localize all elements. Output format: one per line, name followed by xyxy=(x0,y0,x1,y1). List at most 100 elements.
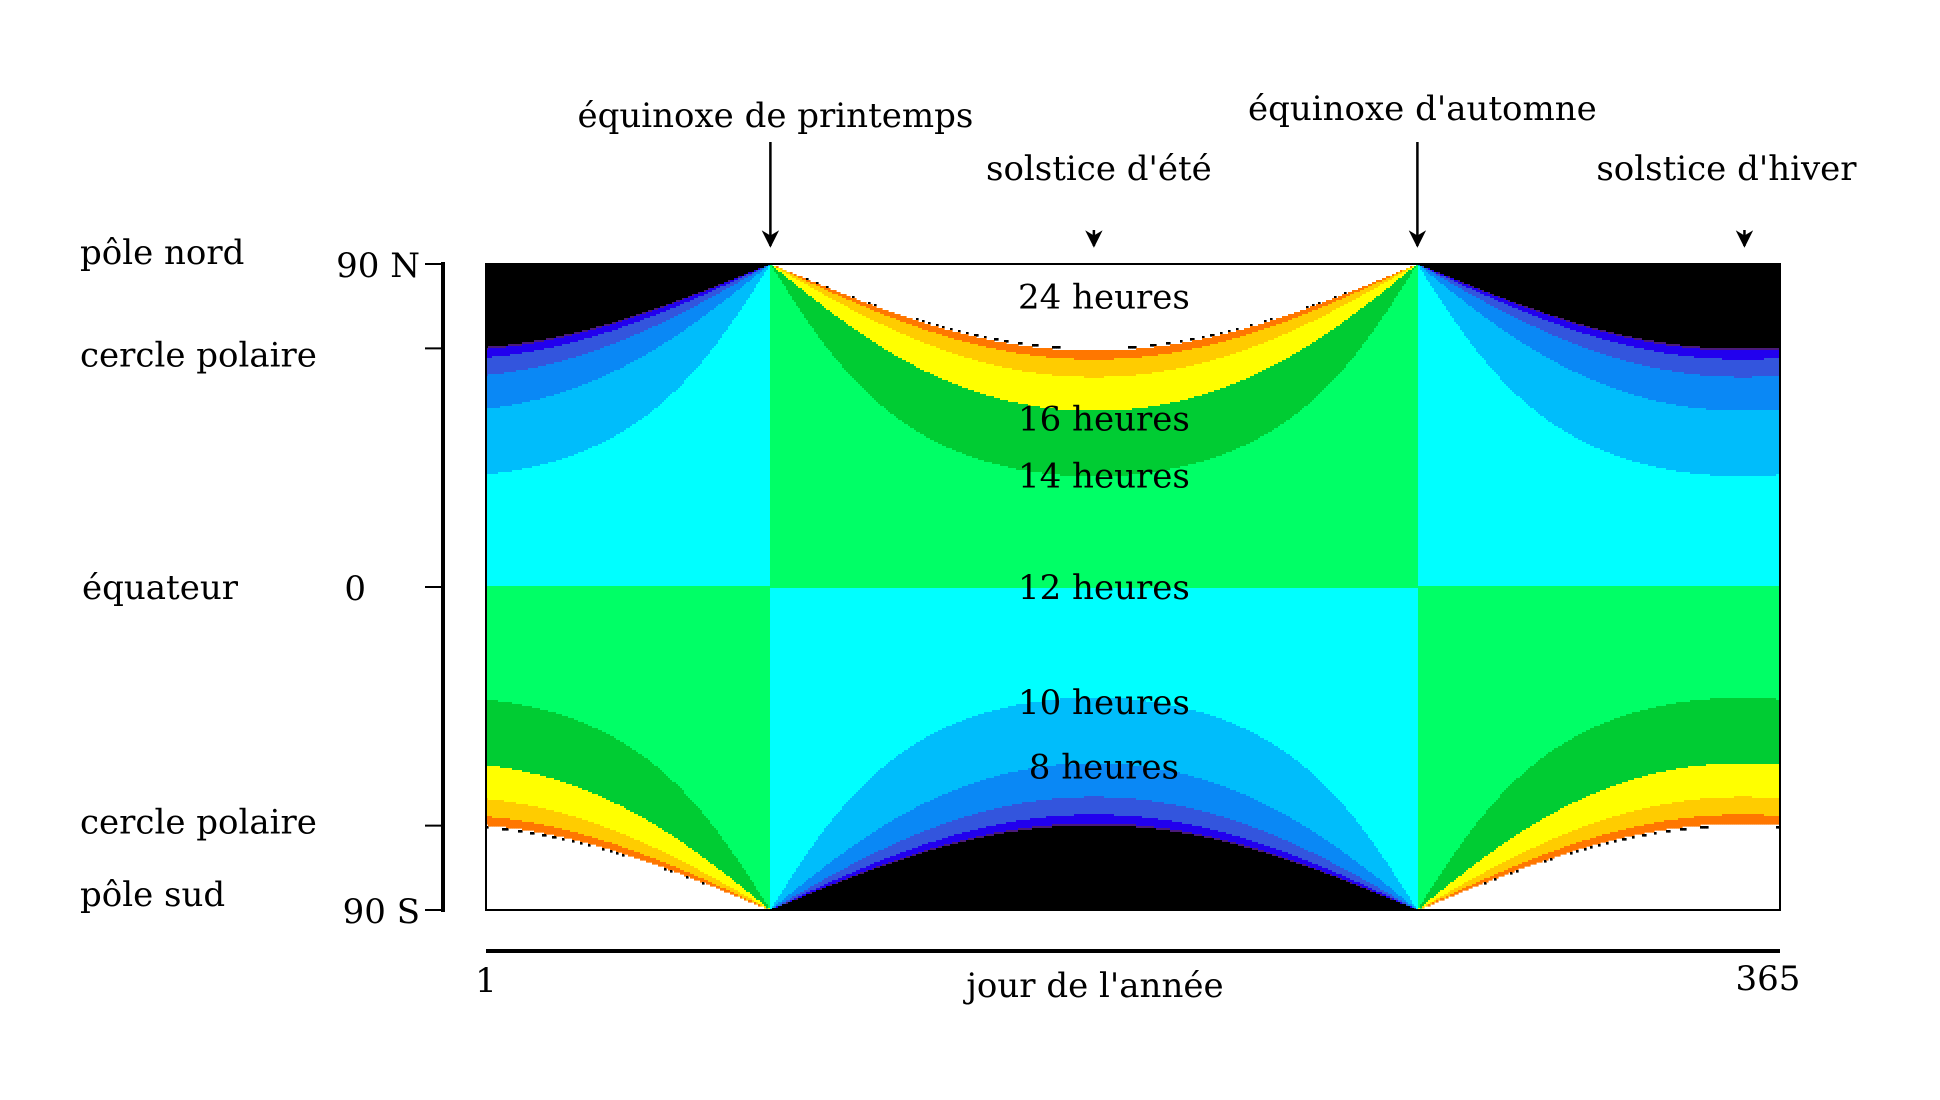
heatmap-cell xyxy=(1050,766,1053,801)
heatmap-cell xyxy=(1206,836,1209,839)
heatmap-cell xyxy=(592,380,595,447)
heatmap-cell xyxy=(1218,838,1221,841)
heatmap-cell xyxy=(700,292,703,297)
heatmap-cell xyxy=(1136,816,1139,827)
heatmap-cell xyxy=(1318,836,1321,857)
heatmap-cell xyxy=(566,716,569,785)
heatmap-cell xyxy=(1080,814,1083,825)
heatmap-cell xyxy=(1204,838,1207,910)
heatmap-cell xyxy=(656,308,659,311)
heatmap-cell xyxy=(1016,820,1019,831)
heatmap-cell xyxy=(1226,340,1229,357)
heatmap-cell xyxy=(952,588,955,725)
heatmap-cell xyxy=(1106,476,1109,589)
heatmap-cell xyxy=(584,586,587,725)
heatmap-cell xyxy=(684,844,687,863)
heatmap-cell xyxy=(688,296,691,299)
heatmap-cell xyxy=(1128,376,1131,411)
heatmap-cell xyxy=(1028,588,1031,703)
heatmap-cell xyxy=(548,396,551,463)
heatmap-cell xyxy=(514,704,517,771)
heatmap-cell xyxy=(1032,348,1035,357)
heatmap-cell xyxy=(1128,826,1131,910)
heatmap-cell xyxy=(926,324,929,331)
heatmap-cell xyxy=(676,390,679,587)
heatmap-cell xyxy=(1192,348,1195,367)
heatmap-cell xyxy=(638,322,641,335)
heatmap-cell xyxy=(882,310,885,315)
heatmap-cell xyxy=(1228,842,1231,910)
heatmap-cell xyxy=(754,272,757,277)
heatmap-cell xyxy=(530,832,533,835)
heatmap-cell xyxy=(1018,342,1021,345)
heatmap-cell xyxy=(1040,588,1043,703)
heatmap-cell xyxy=(1272,744,1275,809)
heatmap-cell xyxy=(920,370,923,435)
heatmap-cell xyxy=(522,264,525,343)
heatmap-cell xyxy=(1164,830,1167,910)
heatmap-cell xyxy=(1296,352,1299,415)
heatmap-cell xyxy=(622,264,625,321)
heatmap-cell xyxy=(1024,372,1027,405)
heatmap-cell xyxy=(724,282,727,287)
heatmap-cell xyxy=(624,808,627,835)
heatmap-cell xyxy=(1272,854,1275,857)
heatmap-cell xyxy=(802,280,805,283)
heatmap-cell xyxy=(1334,296,1337,299)
heatmap-cell xyxy=(492,700,495,767)
heatmap-cell xyxy=(1200,364,1203,397)
heatmap-cell xyxy=(590,792,593,823)
heatmap-cell xyxy=(1286,334,1289,359)
heatmap-cell xyxy=(1276,810,1279,837)
heatmap-cell xyxy=(730,324,733,587)
heatmap-cell xyxy=(990,340,993,349)
heatmap-cell xyxy=(910,810,913,837)
heatmap-cell xyxy=(912,746,915,811)
heatmap-cell xyxy=(1174,352,1177,371)
heatmap-cell xyxy=(996,338,999,341)
heatmap-cell xyxy=(1154,828,1157,910)
heatmap-cell xyxy=(540,398,543,465)
heatmap-cell xyxy=(936,348,939,377)
heatmap-cell xyxy=(802,314,805,589)
heatmap-cell xyxy=(1038,406,1041,473)
heatmap-cell xyxy=(816,302,819,335)
heatmap-cell xyxy=(904,322,907,335)
heatmap-cell xyxy=(992,340,995,349)
heatmap-cell xyxy=(962,388,965,455)
heatmap-cell xyxy=(1024,354,1027,373)
heatmap-cell xyxy=(1206,338,1209,347)
heatmap-cell xyxy=(800,862,803,887)
heatmap-cell xyxy=(596,336,599,351)
heatmap-cell xyxy=(960,356,963,387)
heatmap-cell xyxy=(614,322,617,325)
heatmap-cell xyxy=(582,384,585,453)
heatmap-cell xyxy=(694,868,697,877)
heatmap-cell xyxy=(980,588,983,715)
heatmap-cell xyxy=(1292,354,1295,417)
heatmap-cell xyxy=(526,264,529,343)
heatmap-cell xyxy=(1202,828,1205,837)
heatmap-cell xyxy=(542,808,545,825)
heatmap-cell xyxy=(694,294,697,299)
heatmap-cell xyxy=(694,264,697,295)
heatmap-cell xyxy=(1090,826,1093,910)
heatmap-cell xyxy=(744,304,747,587)
heatmap-cell xyxy=(1144,374,1147,409)
heatmap-cell xyxy=(936,376,939,443)
heatmap-cell xyxy=(694,876,697,881)
heatmap-cell xyxy=(558,346,561,363)
heatmap-cell xyxy=(1022,404,1025,471)
heatmap-cell xyxy=(904,852,907,859)
heatmap-cell xyxy=(676,306,679,317)
heatmap-cell xyxy=(1210,588,1213,717)
heatmap-cell xyxy=(986,588,989,713)
heatmap-cell xyxy=(942,824,945,839)
heatmap-cell xyxy=(600,378,603,445)
heatmap-cell xyxy=(518,830,521,833)
heatmap-cell xyxy=(536,400,539,467)
heatmap-cell xyxy=(1096,698,1099,765)
heatmap-cell xyxy=(536,824,539,833)
heatmap-cell xyxy=(998,350,1001,367)
heatmap-cell xyxy=(1162,354,1165,373)
